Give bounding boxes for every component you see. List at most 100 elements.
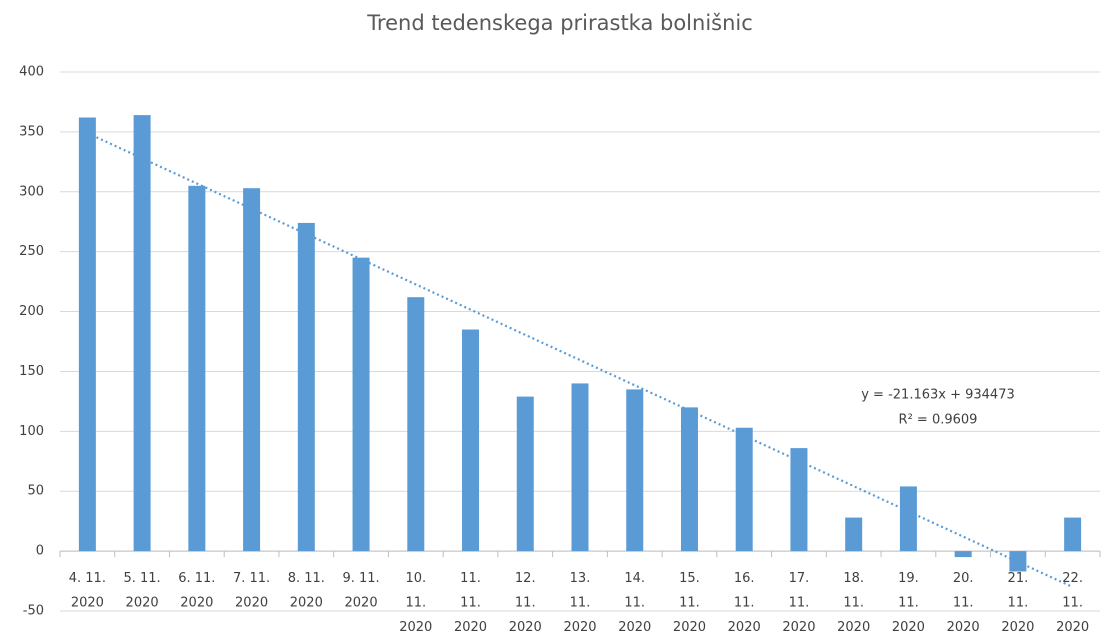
x-tick-line: 11. bbox=[515, 595, 536, 610]
x-tick-line: 2020 bbox=[728, 620, 761, 635]
bar bbox=[735, 427, 753, 552]
x-tick-label: 21. 11. 2020 bbox=[1001, 571, 1034, 635]
x-tick-line: 2020 bbox=[126, 595, 159, 610]
x-tick-line: 11. bbox=[1062, 595, 1083, 610]
x-tick-label: 14. 11. 2020 bbox=[618, 571, 651, 635]
x-tick-label: 22. 11. 2020 bbox=[1056, 571, 1089, 635]
trend-r-squared: R² = 0.9609 bbox=[899, 413, 978, 428]
x-tick-line: 2020 bbox=[947, 620, 980, 635]
x-tick-line: 2020 bbox=[618, 620, 651, 635]
x-tick-line: 19. bbox=[898, 571, 919, 586]
x-tick-line: 21. bbox=[1008, 571, 1029, 586]
x-tick-line: 11. bbox=[953, 595, 974, 610]
x-tick-label: 7. 11. 2020 bbox=[233, 571, 270, 611]
x-tick-line: 2020 bbox=[673, 620, 706, 635]
bar bbox=[188, 185, 206, 552]
y-tick-label: 100 bbox=[19, 424, 44, 439]
x-tick-line: 7. 11. bbox=[233, 571, 270, 586]
bar bbox=[78, 117, 96, 552]
x-tick-line: 11. bbox=[405, 595, 426, 610]
y-tick-label: 250 bbox=[19, 244, 44, 259]
x-tick-line: 11. bbox=[1008, 595, 1029, 610]
x-tick-line: 2020 bbox=[509, 620, 542, 635]
x-tick-line: 11. bbox=[460, 595, 481, 610]
x-tick-line: 11. bbox=[679, 595, 700, 610]
bar bbox=[297, 222, 315, 552]
x-tick-label: 13. 11. 2020 bbox=[563, 571, 596, 635]
x-tick-line: 6. 11. bbox=[178, 571, 215, 586]
x-tick-line: 13. bbox=[570, 571, 591, 586]
bar bbox=[571, 383, 589, 552]
bar bbox=[1009, 551, 1027, 572]
x-tick-line: 2020 bbox=[1056, 620, 1089, 635]
bar bbox=[352, 257, 370, 552]
x-tick-line: 11. bbox=[843, 595, 864, 610]
x-tick-line: 11. bbox=[734, 595, 755, 610]
trendline bbox=[86, 132, 1074, 589]
bar bbox=[845, 517, 863, 552]
x-tick-label: 17. 11. 2020 bbox=[782, 571, 815, 635]
x-tick-line: 11. bbox=[570, 595, 591, 610]
bar bbox=[626, 389, 644, 552]
x-tick-line: 18. bbox=[843, 571, 864, 586]
x-tick-line: 20. bbox=[953, 571, 974, 586]
x-tick-label: 12. 11. 2020 bbox=[509, 571, 542, 635]
y-tick-label: 350 bbox=[19, 124, 44, 139]
x-tick-line: 22. bbox=[1062, 571, 1083, 586]
x-tick-line: 2020 bbox=[563, 620, 596, 635]
x-tick-line: 2020 bbox=[399, 620, 432, 635]
x-tick-line: 11. bbox=[789, 595, 810, 610]
x-tick-label: 18. 11. 2020 bbox=[837, 571, 870, 635]
bar bbox=[407, 297, 425, 552]
bar bbox=[954, 551, 972, 558]
bar bbox=[243, 188, 261, 552]
x-tick-line: 11. bbox=[898, 595, 919, 610]
bar bbox=[516, 396, 534, 552]
x-tick-label: 15. 11. 2020 bbox=[673, 571, 706, 635]
bar bbox=[790, 448, 808, 552]
x-tick-label: 16. 11. 2020 bbox=[728, 571, 761, 635]
x-tick-line: 4. 11. bbox=[69, 571, 106, 586]
x-tick-line: 2020 bbox=[892, 620, 925, 635]
x-tick-label: 5. 11. 2020 bbox=[123, 571, 160, 611]
y-tick-label: -50 bbox=[23, 604, 44, 619]
x-tick-line: 11. bbox=[460, 571, 481, 586]
x-tick-line: 9. 11. bbox=[342, 571, 379, 586]
x-tick-line: 2020 bbox=[454, 620, 487, 635]
x-tick-label: 8. 11. 2020 bbox=[288, 571, 325, 611]
chart-title: Trend tedenskega prirastka bolnišnic bbox=[366, 11, 753, 35]
x-tick-line: 2020 bbox=[235, 595, 268, 610]
x-tick-line: 5. 11. bbox=[123, 571, 160, 586]
x-tick-line: 2020 bbox=[837, 620, 870, 635]
y-tick-label: 50 bbox=[27, 484, 44, 499]
x-tick-line: 2020 bbox=[290, 595, 323, 610]
x-tick-line: 12. bbox=[515, 571, 536, 586]
x-tick-line: 14. bbox=[624, 571, 645, 586]
x-tick-line: 15. bbox=[679, 571, 700, 586]
y-tick-label: 400 bbox=[19, 65, 44, 80]
x-tick-label: 11. 11. 2020 bbox=[454, 571, 487, 635]
bar bbox=[1064, 517, 1082, 552]
x-tick-line: 16. bbox=[734, 571, 755, 586]
bar bbox=[680, 407, 698, 552]
x-tick-label: 9. 11. 2020 bbox=[342, 571, 379, 611]
x-tick-line: 2020 bbox=[345, 595, 378, 610]
y-tick-label: 200 bbox=[19, 304, 44, 319]
y-tick-label: 0 bbox=[36, 544, 44, 559]
x-tick-label: 6. 11. 2020 bbox=[178, 571, 215, 611]
x-tick-label: 20. 11. 2020 bbox=[947, 571, 980, 635]
x-tick-line: 11. bbox=[624, 595, 645, 610]
x-tick-line: 17. bbox=[789, 571, 810, 586]
x-tick-line: 2020 bbox=[71, 595, 104, 610]
bar bbox=[899, 486, 917, 552]
x-tick-label: 4. 11. 2020 bbox=[69, 571, 106, 611]
x-tick-line: 8. 11. bbox=[288, 571, 325, 586]
x-tick-label: 19. 11. 2020 bbox=[892, 571, 925, 635]
trend-equation: y = -21.163x + 934473 bbox=[861, 388, 1015, 403]
bar bbox=[462, 329, 480, 552]
x-tick-line: 2020 bbox=[782, 620, 815, 635]
y-tick-label: 300 bbox=[19, 184, 44, 199]
bar bbox=[133, 115, 151, 552]
x-tick-label: 10. 11. 2020 bbox=[399, 571, 432, 635]
